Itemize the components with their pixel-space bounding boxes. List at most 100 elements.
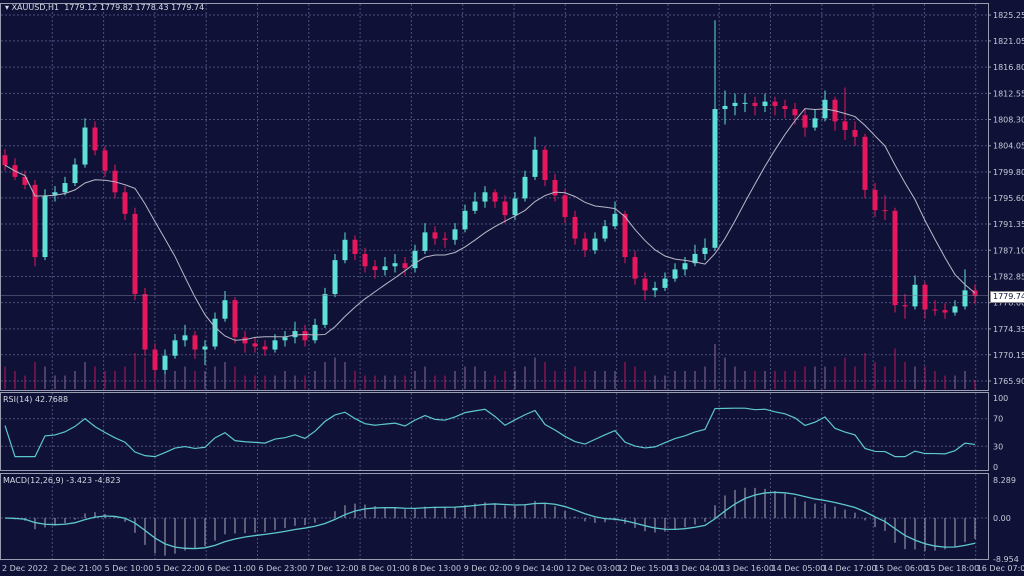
candle-body xyxy=(72,164,78,184)
candle-body xyxy=(392,263,398,267)
candle-body xyxy=(512,198,518,216)
candle-body xyxy=(812,118,818,128)
candle-body xyxy=(402,263,408,269)
candle-body xyxy=(472,201,478,211)
candle-body xyxy=(492,192,498,202)
rsi-axis-label: 70 xyxy=(993,415,1003,424)
candle-body xyxy=(202,346,208,350)
macd-panel xyxy=(0,473,989,560)
time-axis-label: 8 Dec 13:00 xyxy=(412,564,461,573)
candle-body xyxy=(342,239,348,261)
time-axis-label: 12 Dec 15:00 xyxy=(618,564,672,573)
candle-body xyxy=(462,210,468,230)
candle-body xyxy=(922,284,928,310)
time-axis-label: 13 Dec 16:00 xyxy=(720,564,774,573)
candle-body xyxy=(542,149,548,180)
candle-body xyxy=(432,232,438,239)
candle-body xyxy=(502,201,508,216)
candle-body xyxy=(172,340,178,356)
candle-body xyxy=(882,210,888,212)
candle-body xyxy=(762,101,768,106)
price-axis-label: 1774.35 xyxy=(993,325,1024,334)
price-axis-label: 1787.10 xyxy=(993,246,1024,255)
rsi-line xyxy=(4,407,976,458)
candle-body xyxy=(622,213,628,258)
candle-body xyxy=(352,239,358,254)
dropdown-triangle-icon[interactable]: ▾ xyxy=(5,3,12,12)
candle-body xyxy=(212,318,218,347)
candle-body xyxy=(802,115,808,128)
candle-body xyxy=(382,266,388,270)
candle-body xyxy=(722,105,728,110)
candle-body xyxy=(602,226,608,239)
candle-body xyxy=(792,109,798,116)
price-axis-label: 1778.60 xyxy=(993,299,1024,308)
macd-axis-label: -8.954 xyxy=(993,555,1019,564)
time-axis-label: 7 Dec 12:00 xyxy=(310,564,359,573)
candle-body xyxy=(242,337,248,344)
candle-body xyxy=(612,213,618,227)
candle-body xyxy=(452,229,458,240)
time-axis-label: 2 Dec 21:00 xyxy=(53,564,102,573)
candle-body xyxy=(642,278,648,291)
time-axis-label: 5 Dec 22:00 xyxy=(156,564,205,573)
candle-body xyxy=(92,127,98,151)
candle-body xyxy=(782,105,788,110)
time-axis-label: 13 Dec 04:00 xyxy=(669,564,723,573)
time-axis-label: 16 Dec 07:00 xyxy=(977,564,1024,573)
candle-body xyxy=(952,306,958,313)
candle-body xyxy=(372,266,378,270)
candle-body xyxy=(152,349,158,370)
candle-body xyxy=(132,213,138,295)
candle-body xyxy=(312,324,318,341)
rsi-axis-label: 30 xyxy=(993,442,1003,451)
candle-body xyxy=(552,179,558,196)
rsi-axis-label: 0 xyxy=(993,463,998,472)
price-axis-label: 1799.80 xyxy=(993,168,1024,177)
candle-body xyxy=(652,287,658,291)
candle-body xyxy=(932,309,938,311)
price-axis-label: 1791.35 xyxy=(993,220,1024,229)
candle-body xyxy=(872,189,878,211)
candle-body xyxy=(852,130,858,137)
price-axis-label: 1825.25 xyxy=(993,11,1024,20)
price-axis-label: 1765.90 xyxy=(993,377,1024,386)
candle-body xyxy=(752,102,758,106)
candle-body xyxy=(22,176,28,185)
candle-body xyxy=(222,300,228,319)
candle-body xyxy=(562,195,568,217)
candle-body xyxy=(712,109,718,248)
candle-body xyxy=(742,102,748,104)
symbol-label: XAUUSD,H1 xyxy=(11,3,60,12)
rsi-label: RSI(14) 42.7688 xyxy=(3,395,69,404)
candle-body xyxy=(162,355,168,370)
macd-label: MACD(12,26,9) -3.423 -4.823 xyxy=(3,476,121,485)
candle-body xyxy=(842,121,848,131)
candle-body xyxy=(262,346,268,350)
main-panel xyxy=(0,3,989,391)
candle-body xyxy=(412,250,418,269)
price-axis-label: 1821.05 xyxy=(993,37,1024,46)
current-price-tag: 1779.74 xyxy=(990,291,1024,303)
candle-body xyxy=(962,290,968,307)
candle-body xyxy=(62,183,68,193)
candle-body xyxy=(182,335,188,341)
candle-body xyxy=(892,210,898,306)
candle-body xyxy=(772,101,778,106)
price-axis-label: 1816.80 xyxy=(993,63,1024,72)
candle-body xyxy=(532,149,538,177)
candle-body xyxy=(942,310,948,313)
candle-body xyxy=(702,247,708,254)
candle-body xyxy=(732,102,738,106)
macd-axis-label: 0.00 xyxy=(993,514,1011,523)
candle-body xyxy=(522,176,528,199)
candle-body xyxy=(662,278,668,288)
symbol-header: ▾ XAUUSD,H1 1779.12 1779.82 1778.43 1779… xyxy=(5,3,204,12)
candle-body xyxy=(282,337,288,341)
candle-body xyxy=(632,257,638,279)
candle-body xyxy=(332,260,338,295)
rsi-panel xyxy=(0,392,989,471)
candle-body xyxy=(232,300,238,338)
candle-body xyxy=(302,331,308,341)
